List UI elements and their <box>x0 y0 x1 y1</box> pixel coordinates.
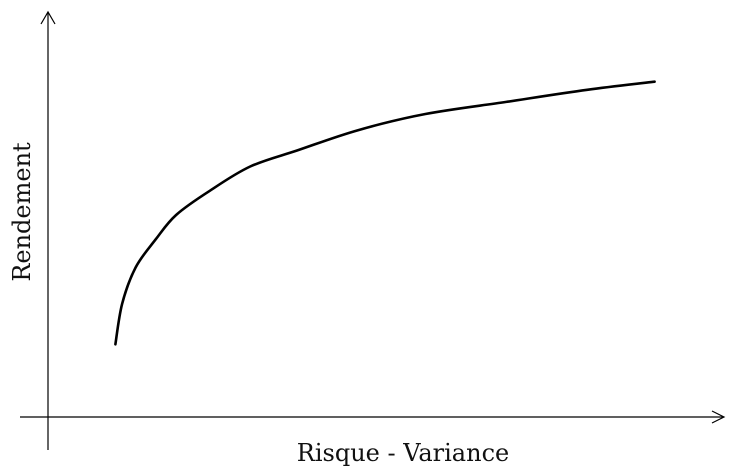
axes <box>20 10 726 450</box>
x-axis-arrow-icon <box>711 410 726 424</box>
series-line <box>114 80 656 346</box>
x-axis-label: Risque - Variance <box>297 439 509 467</box>
y-axis-label: Rendement <box>8 142 36 282</box>
y-axis-arrow-icon <box>40 10 56 25</box>
